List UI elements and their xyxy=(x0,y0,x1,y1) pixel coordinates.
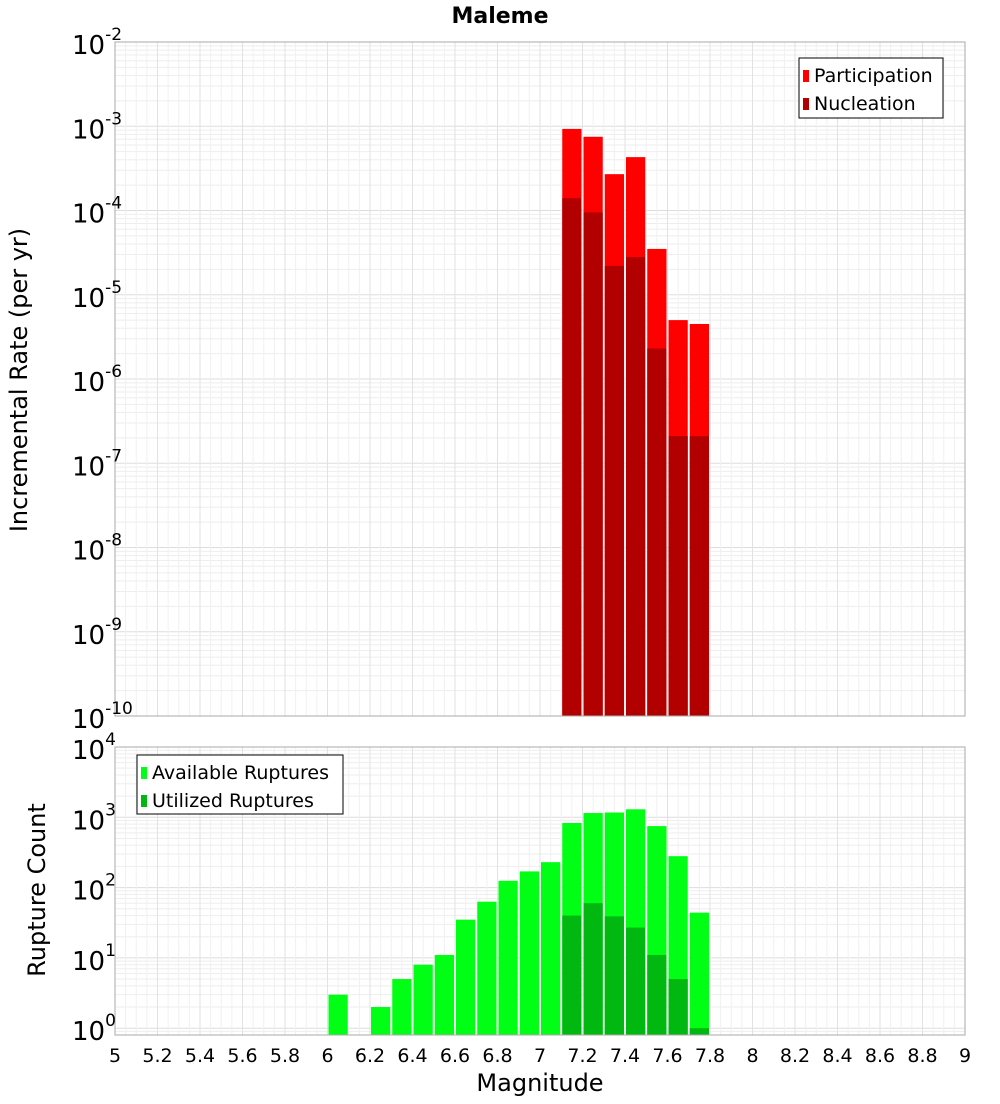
bottom-y-tick-label: 104 xyxy=(72,730,116,766)
bottom-y-tick-label: 103 xyxy=(72,800,116,836)
bottom-legend-swatch xyxy=(141,795,147,807)
top-y-tick-label: 10-8 xyxy=(72,531,122,567)
bottom-legend xyxy=(136,754,344,815)
bottom-bar-utilized xyxy=(668,979,688,1035)
x-axis-label: Magnitude xyxy=(476,1069,603,1097)
top-y-tick-label: 10-10 xyxy=(72,699,133,735)
bottom-bar-utilized xyxy=(604,916,624,1035)
bottom-bar-available xyxy=(456,919,476,1035)
chart-title: Maleme xyxy=(451,4,548,29)
x-tick-label: 7.2 xyxy=(567,1045,597,1067)
x-tick-label: 8.4 xyxy=(822,1045,852,1067)
top-legend xyxy=(798,57,944,119)
bottom-plot-border xyxy=(114,746,966,1036)
x-tick-label: 5.2 xyxy=(142,1045,172,1067)
top-y-tick-label: 10-4 xyxy=(72,194,122,230)
bottom-legend-swatch xyxy=(141,767,147,779)
bottom-bar-utilized xyxy=(647,954,667,1035)
bottom-bar-available xyxy=(519,871,539,1035)
top-legend-swatch xyxy=(803,70,809,82)
bottom-y-tick-label: 102 xyxy=(72,871,116,907)
bottom-bar-utilized xyxy=(562,915,582,1035)
x-tick-label: 7.4 xyxy=(610,1045,640,1067)
x-tick-label: 6.8 xyxy=(482,1045,512,1067)
bottom-bar-available xyxy=(498,880,518,1035)
x-tick-label: 7.8 xyxy=(695,1045,725,1067)
x-tick-label: 8.8 xyxy=(907,1045,937,1067)
x-tick-label: 6.6 xyxy=(440,1045,470,1067)
x-tick-label: 9 xyxy=(959,1045,971,1067)
top-bar-nucleation xyxy=(689,436,709,716)
x-tick-label: 7 xyxy=(534,1045,546,1067)
bottom-bar-available xyxy=(541,862,561,1035)
x-tick-label: 5.6 xyxy=(227,1045,257,1067)
bottom-bar-utilized xyxy=(689,1028,709,1035)
top-bar-nucleation xyxy=(647,348,667,716)
top-bar-nucleation xyxy=(604,265,624,716)
top-bar-nucleation xyxy=(583,212,603,717)
bottom-y-tick-label: 100 xyxy=(72,1011,116,1047)
bottom-bar-available xyxy=(434,954,454,1035)
top-y-axis-label: Incremental Rate (per yr) xyxy=(5,228,33,532)
top-y-tick-label: 10-9 xyxy=(72,615,122,651)
x-tick-label: 5.4 xyxy=(185,1045,215,1067)
x-tick-label: 6.4 xyxy=(397,1045,427,1067)
bottom-bar-available xyxy=(392,979,412,1035)
top-y-tick-label: 10-2 xyxy=(72,25,122,61)
top-legend-label: Nucleation xyxy=(814,93,916,115)
x-tick-label: 8 xyxy=(746,1045,758,1067)
top-legend-label: Participation xyxy=(814,65,933,87)
bottom-y-axis-label: Rupture Count xyxy=(23,803,51,977)
x-tick-label: 8.6 xyxy=(865,1045,895,1067)
bottom-bar-available xyxy=(371,1007,391,1035)
bottom-bar-available xyxy=(477,901,497,1035)
top-plot-border xyxy=(114,41,966,717)
top-y-tick-label: 10-3 xyxy=(72,109,122,145)
bottom-bar-available xyxy=(413,964,433,1035)
top-y-tick-label: 10-5 xyxy=(72,278,122,314)
x-tick-label: 7.6 xyxy=(652,1045,682,1067)
bottom-legend-label: Available Ruptures xyxy=(152,762,329,784)
x-tick-label: 6.2 xyxy=(355,1045,385,1067)
bottom-bar-available xyxy=(689,912,709,1035)
bottom-bar-utilized xyxy=(626,927,646,1035)
top-bar-nucleation xyxy=(668,436,688,716)
bottom-y-tick-label: 101 xyxy=(72,941,116,977)
top-y-tick-label: 10-7 xyxy=(72,446,122,482)
bottom-bar-utilized xyxy=(583,903,603,1035)
bottom-legend-label: Utilized Ruptures xyxy=(152,790,314,812)
top-y-tick-label: 10-6 xyxy=(72,362,122,398)
x-tick-label: 6 xyxy=(321,1045,333,1067)
bottom-bar-available xyxy=(328,994,348,1035)
top-legend-swatch xyxy=(803,98,809,110)
x-tick-label: 5.8 xyxy=(270,1045,300,1067)
top-bar-nucleation xyxy=(562,198,582,716)
x-tick-label: 8.2 xyxy=(780,1045,810,1067)
top-bar-nucleation xyxy=(626,257,646,716)
x-tick-label: 5 xyxy=(109,1045,121,1067)
